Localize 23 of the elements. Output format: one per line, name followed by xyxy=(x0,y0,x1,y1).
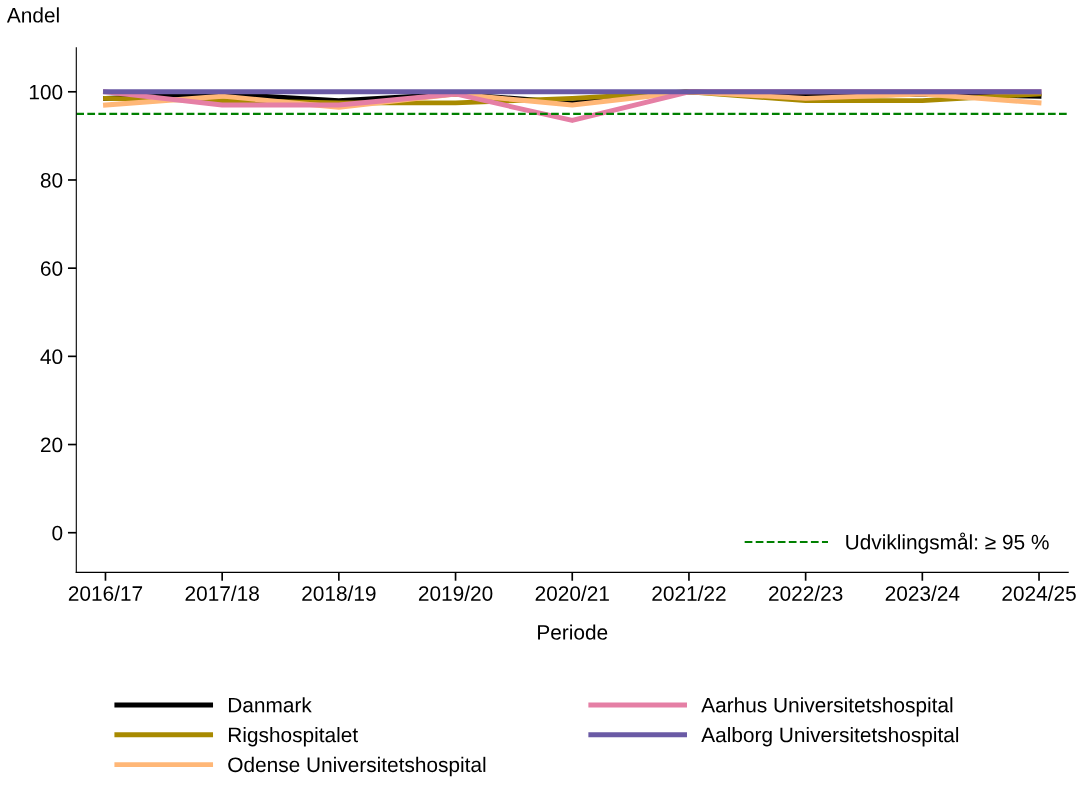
x-tick-label: 2020/21 xyxy=(535,585,609,601)
legend-label: Aalborg Universitetshospital xyxy=(701,726,959,747)
x-tick-label: 2024/25 xyxy=(1002,585,1076,601)
x-axis-title: Periode xyxy=(538,624,608,640)
legend-label: Odense Universitetshospital xyxy=(228,756,486,777)
x-tick-label: 2022/23 xyxy=(769,585,843,601)
x-tick-label: 2023/24 xyxy=(885,585,960,601)
y-tick-label: 20 xyxy=(40,437,63,453)
x-tick-label: 2017/18 xyxy=(185,585,259,601)
legend-label: Danmark xyxy=(228,697,312,713)
x-tick-label: 2018/19 xyxy=(302,585,376,601)
legend-label: Rigshospitalet xyxy=(228,726,358,747)
legend-label: Aarhus Universitetshospital xyxy=(701,697,953,717)
y-tick-label: 100 xyxy=(29,84,63,100)
y-tick-label: 0 xyxy=(52,525,63,541)
x-tick-label: 2021/22 xyxy=(652,585,726,601)
y-tick-label: 80 xyxy=(40,172,63,188)
x-tick-label: 2016/17 xyxy=(68,585,143,601)
legend-label: Udviklingsmål: ≥ 95 % xyxy=(846,532,1049,554)
x-tick-label: 2019/20 xyxy=(418,585,493,601)
y-axis-title: Andel xyxy=(6,7,59,23)
y-tick-label: 60 xyxy=(40,261,63,276)
y-tick-label: 40 xyxy=(40,349,63,365)
